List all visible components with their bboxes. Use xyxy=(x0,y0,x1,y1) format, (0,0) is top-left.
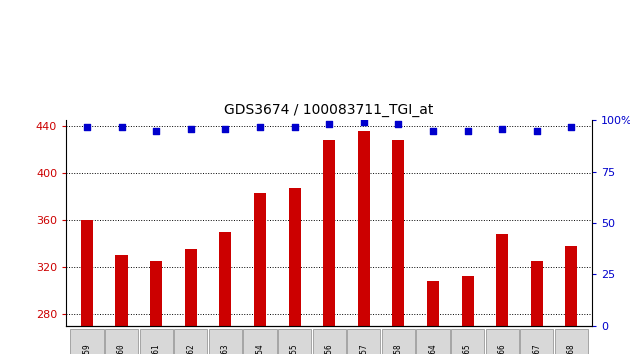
FancyBboxPatch shape xyxy=(243,329,277,354)
Point xyxy=(186,126,196,131)
Bar xyxy=(150,261,162,326)
Bar xyxy=(462,276,474,326)
FancyBboxPatch shape xyxy=(347,329,381,354)
Bar xyxy=(530,261,543,326)
Text: GSM493566: GSM493566 xyxy=(498,344,507,354)
FancyBboxPatch shape xyxy=(209,329,242,354)
FancyBboxPatch shape xyxy=(520,329,553,354)
Bar xyxy=(565,246,578,326)
Point xyxy=(117,124,127,129)
Text: GSM493555: GSM493555 xyxy=(290,344,299,354)
Bar xyxy=(496,234,508,326)
Text: GSM493554: GSM493554 xyxy=(255,344,265,354)
Bar xyxy=(185,250,197,326)
Text: GSM493564: GSM493564 xyxy=(428,344,437,354)
Point xyxy=(358,120,369,125)
Text: GSM493560: GSM493560 xyxy=(117,344,126,354)
FancyBboxPatch shape xyxy=(139,329,173,354)
Title: GDS3674 / 100083711_TGI_at: GDS3674 / 100083711_TGI_at xyxy=(224,103,434,116)
Bar xyxy=(427,281,439,326)
Point xyxy=(151,128,161,133)
Text: GSM493565: GSM493565 xyxy=(463,344,472,354)
FancyBboxPatch shape xyxy=(105,329,138,354)
Bar xyxy=(115,255,128,326)
Bar xyxy=(358,131,370,326)
Text: GSM493556: GSM493556 xyxy=(324,344,334,354)
Text: GSM493568: GSM493568 xyxy=(567,344,576,354)
FancyBboxPatch shape xyxy=(174,329,207,354)
Point xyxy=(532,128,542,133)
FancyBboxPatch shape xyxy=(486,329,519,354)
FancyBboxPatch shape xyxy=(451,329,484,354)
Bar xyxy=(81,220,93,326)
Bar xyxy=(392,140,404,326)
Point xyxy=(255,124,265,129)
Text: GSM493563: GSM493563 xyxy=(221,344,230,354)
Point xyxy=(220,126,231,131)
Point xyxy=(82,124,92,129)
FancyBboxPatch shape xyxy=(416,329,450,354)
Point xyxy=(566,124,576,129)
Text: GSM493558: GSM493558 xyxy=(394,344,403,354)
Point xyxy=(462,128,472,133)
Text: GSM493557: GSM493557 xyxy=(359,344,369,354)
Point xyxy=(290,124,300,129)
Bar xyxy=(254,193,266,326)
FancyBboxPatch shape xyxy=(71,329,103,354)
Text: GSM493567: GSM493567 xyxy=(532,344,541,354)
FancyBboxPatch shape xyxy=(555,329,588,354)
Point xyxy=(324,122,334,127)
FancyBboxPatch shape xyxy=(278,329,311,354)
Bar xyxy=(289,188,301,326)
Bar xyxy=(323,140,335,326)
Text: GSM493561: GSM493561 xyxy=(152,344,161,354)
FancyBboxPatch shape xyxy=(382,329,415,354)
Point xyxy=(393,122,403,127)
Bar xyxy=(219,232,231,326)
FancyBboxPatch shape xyxy=(312,329,346,354)
Text: GSM493559: GSM493559 xyxy=(83,344,91,354)
Text: GSM493562: GSM493562 xyxy=(186,344,195,354)
Point xyxy=(497,126,507,131)
Point xyxy=(428,128,438,133)
